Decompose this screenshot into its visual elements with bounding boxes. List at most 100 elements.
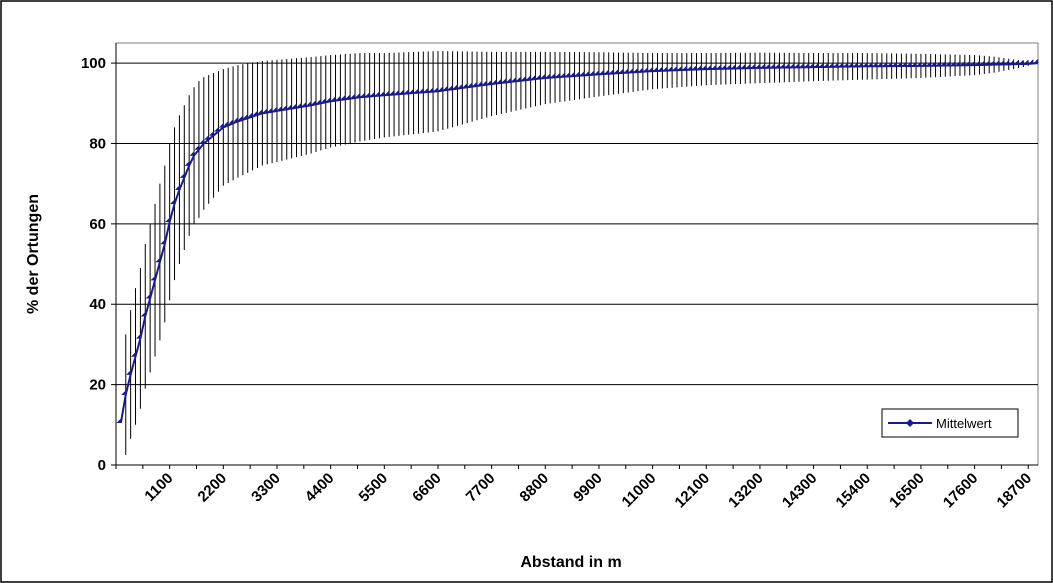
data-point: [184, 160, 190, 166]
gridlines: [116, 62, 1038, 386]
data-point: [321, 97, 327, 103]
data-point: [267, 107, 273, 112]
data-point: [965, 60, 970, 66]
data-point: [784, 62, 790, 68]
data-point: [867, 61, 873, 67]
data-point: [628, 67, 634, 73]
data-point: [374, 91, 380, 96]
data-point: [384, 90, 390, 96]
data-point: [394, 89, 400, 95]
data-point: [862, 61, 868, 67]
data-point: [140, 311, 146, 317]
data-point: [150, 275, 156, 281]
data-point: [574, 71, 580, 76]
data-point: [833, 62, 839, 68]
data-point: [511, 76, 517, 82]
data-point: [1013, 59, 1019, 65]
data-point: [838, 62, 844, 67]
data-point: [130, 351, 136, 357]
legend: Mittelwert: [881, 408, 1019, 438]
data-point: [769, 63, 775, 68]
plot-area: [115, 42, 1039, 466]
y-tick-labels: 0 20 40 60 80 100: [81, 55, 106, 474]
data-point: [287, 103, 292, 109]
data-point: [613, 68, 619, 74]
data-point: [126, 369, 131, 375]
axes: [111, 43, 1038, 469]
data-point: [589, 70, 595, 75]
data-point: [994, 59, 1000, 65]
data-point: [521, 75, 527, 81]
data-point: [984, 60, 990, 66]
data-point: [633, 67, 639, 73]
data-point: [257, 108, 263, 114]
data-point: [667, 65, 673, 71]
data-point: [506, 77, 512, 83]
data-point: [462, 82, 468, 88]
data-point: [179, 173, 185, 178]
x-axis-title: Abstand in m: [520, 554, 621, 571]
data-point: [272, 106, 278, 112]
data-point: [457, 83, 463, 89]
data-point: [535, 73, 541, 79]
y-tick-label: 100: [81, 55, 106, 72]
data-point: [755, 63, 761, 69]
data-point: [891, 61, 897, 67]
data-point: [501, 77, 507, 83]
data-point: [399, 89, 405, 95]
data-point: [443, 85, 448, 91]
data-point: [243, 113, 248, 119]
data-point: [1033, 58, 1039, 64]
data-point: [277, 105, 283, 111]
data-point: [326, 96, 331, 102]
data-point: [696, 64, 702, 70]
data-point: [238, 115, 244, 121]
data-point: [584, 70, 590, 76]
data-point: [594, 69, 600, 75]
data-point: [491, 78, 497, 84]
data-point: [477, 80, 483, 86]
data-point: [648, 66, 653, 72]
data-point: [935, 61, 941, 66]
data-point: [1018, 59, 1024, 65]
data-point: [345, 93, 351, 99]
data-point: [560, 72, 566, 77]
data-point: [311, 99, 317, 105]
data-point: [823, 62, 829, 68]
data-point: [950, 60, 956, 66]
data-point: [706, 64, 712, 70]
data-point: [301, 101, 307, 107]
data-point: [1009, 59, 1014, 65]
data-point: [604, 69, 609, 75]
y-tick-label: 80: [89, 135, 106, 152]
data-point: [701, 64, 707, 70]
data-point: [296, 102, 302, 108]
data-point: [306, 100, 312, 106]
data-point: [369, 91, 375, 97]
data-point: [682, 65, 688, 71]
data-point: [745, 63, 751, 69]
data-point: [779, 62, 785, 68]
data-point: [467, 82, 473, 87]
data-point: [247, 111, 253, 117]
data-point: [350, 93, 356, 99]
data-point: [887, 61, 892, 67]
data-point: [452, 83, 458, 89]
data-point: [638, 67, 644, 72]
y-tick-label: 0: [98, 457, 106, 474]
data-point: [355, 92, 361, 98]
data-point: [340, 94, 346, 100]
data-point: [799, 62, 805, 68]
data-point: [774, 63, 780, 68]
data-point: [389, 89, 395, 95]
data-point: [228, 118, 234, 124]
data-point: [643, 66, 648, 72]
data-point: [618, 68, 624, 74]
data-point: [540, 73, 546, 79]
data-point: [545, 73, 551, 78]
data-point: [360, 92, 366, 98]
data-point: [223, 120, 229, 126]
data-point: [930, 61, 936, 66]
data-point: [208, 130, 214, 136]
legend-entry-mittelwert: Mittelwert: [936, 416, 992, 431]
